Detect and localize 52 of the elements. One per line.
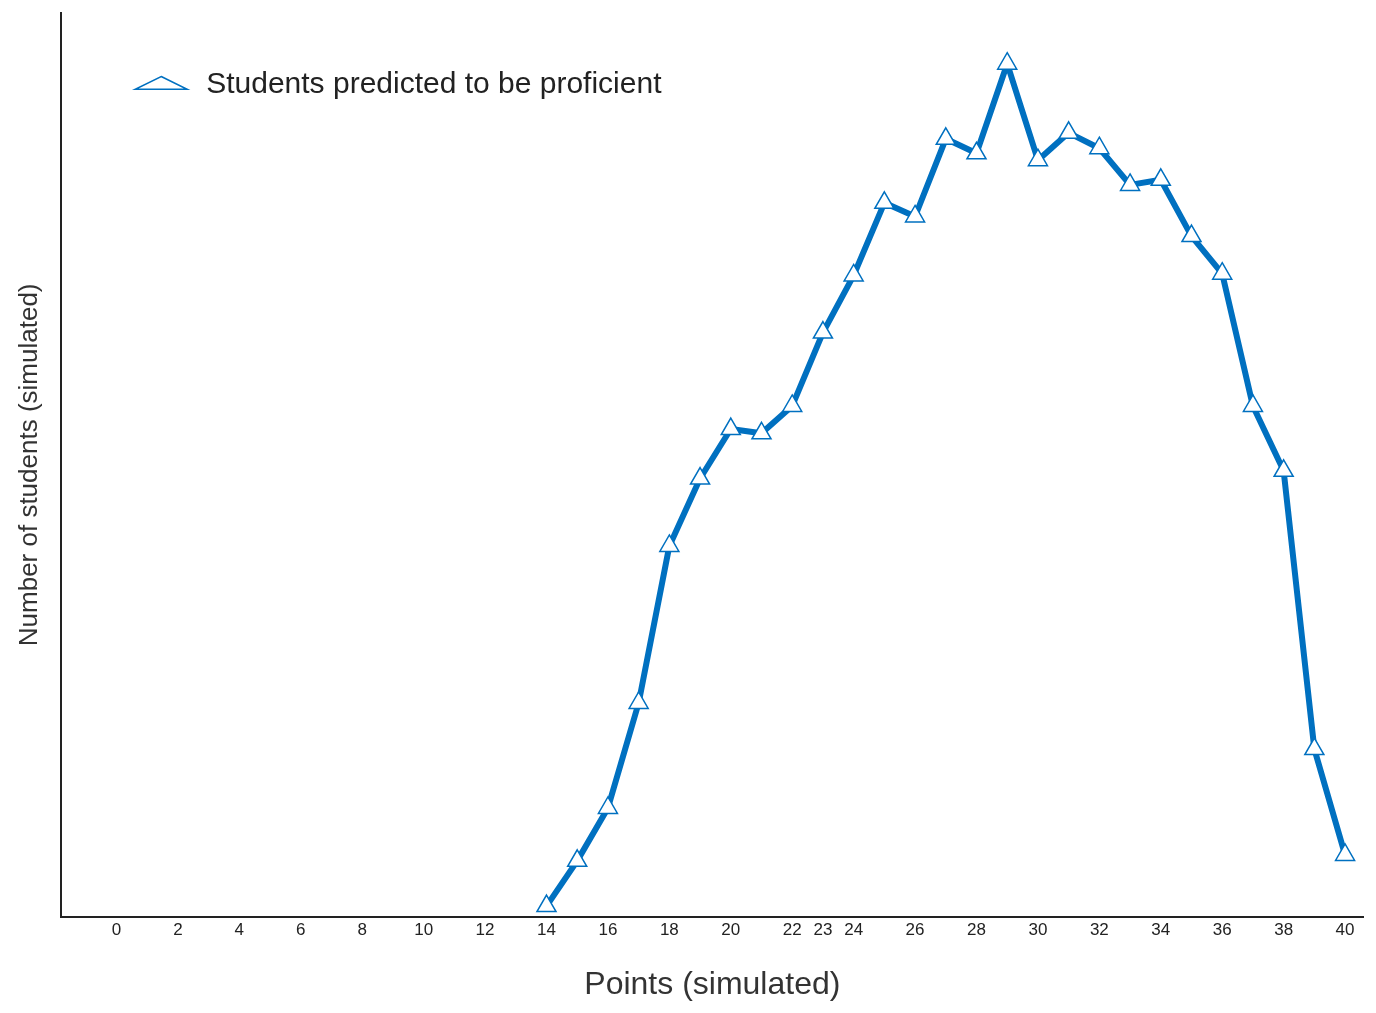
point bbox=[781, 394, 803, 413]
x-tick-label: 36 bbox=[1212, 920, 1232, 940]
point bbox=[597, 796, 619, 815]
point bbox=[1058, 121, 1079, 140]
point bbox=[1334, 843, 1356, 862]
x-tick-label: 26 bbox=[905, 920, 925, 940]
point bbox=[1304, 737, 1325, 756]
point bbox=[659, 534, 680, 553]
x-tick-label: 22 bbox=[782, 920, 802, 940]
point bbox=[1089, 136, 1110, 155]
point bbox=[812, 320, 834, 339]
point bbox=[1150, 168, 1172, 187]
point bbox=[874, 191, 895, 210]
x-tick-label: 38 bbox=[1274, 920, 1294, 940]
x-tick-label: 30 bbox=[1028, 920, 1048, 940]
point bbox=[751, 421, 772, 440]
point bbox=[843, 263, 864, 282]
x-tick-label: 18 bbox=[659, 920, 679, 940]
x-tick-label: 32 bbox=[1089, 920, 1109, 940]
x-tick-label: 24 bbox=[844, 920, 864, 940]
point bbox=[904, 204, 926, 223]
legend-label: Students predicted to be proficient bbox=[206, 66, 663, 100]
point bbox=[996, 51, 1018, 70]
x-tick-label: 16 bbox=[598, 920, 618, 940]
x-tick-label: 0 bbox=[111, 920, 122, 940]
x-tick-label: 8 bbox=[357, 920, 367, 940]
point bbox=[1027, 148, 1049, 167]
point bbox=[1211, 261, 1233, 280]
point bbox=[536, 894, 557, 913]
x-axis-title: Points (simulated) bbox=[584, 964, 841, 1001]
point bbox=[935, 127, 957, 146]
x-tick-label: 10 bbox=[414, 920, 434, 940]
point bbox=[1242, 394, 1264, 413]
x-tick-label: 34 bbox=[1151, 920, 1171, 940]
point bbox=[1181, 224, 1202, 243]
point bbox=[1119, 173, 1141, 192]
x-tick-label: 12 bbox=[475, 920, 495, 940]
y-axis-title: Number of students (simulated) bbox=[12, 283, 43, 647]
x-tick-label: 40 bbox=[1335, 920, 1355, 940]
point bbox=[720, 417, 742, 436]
x-tick-label: 23 bbox=[813, 920, 833, 940]
point bbox=[689, 466, 711, 485]
point bbox=[1273, 459, 1294, 478]
x-tick-label: 20 bbox=[721, 920, 741, 940]
x-tick-label: 28 bbox=[967, 920, 986, 940]
x-tick-label: 4 bbox=[234, 920, 245, 940]
x-tick-label: 6 bbox=[296, 920, 306, 940]
point bbox=[628, 691, 649, 710]
point bbox=[966, 141, 987, 160]
x-tick-label: 2 bbox=[173, 920, 183, 940]
x-tick-label: 14 bbox=[537, 920, 556, 940]
point bbox=[566, 849, 588, 868]
